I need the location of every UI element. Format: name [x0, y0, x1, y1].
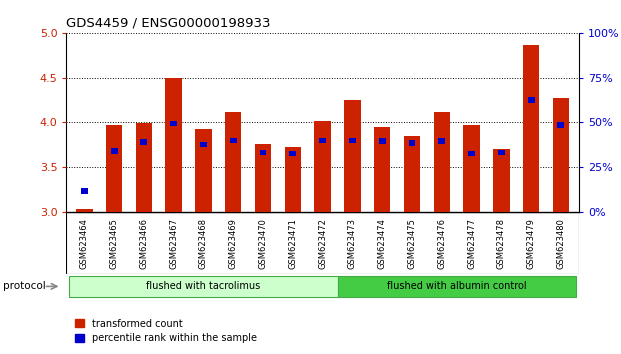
Text: GSM623469: GSM623469 — [229, 218, 238, 269]
Bar — [111, 148, 117, 154]
Text: GSM623474: GSM623474 — [378, 218, 387, 269]
FancyBboxPatch shape — [337, 276, 576, 297]
Text: GSM623477: GSM623477 — [467, 218, 476, 269]
Bar — [195, 130, 212, 212]
Bar — [553, 98, 569, 212]
Bar — [136, 123, 152, 212]
Bar — [165, 78, 182, 212]
Bar — [523, 45, 539, 212]
Text: flushed with tacrolimus: flushed with tacrolimus — [147, 281, 261, 291]
Bar — [558, 122, 564, 128]
Bar — [170, 120, 177, 126]
Bar — [106, 125, 122, 212]
Text: GSM623473: GSM623473 — [348, 218, 357, 269]
Text: GSM623471: GSM623471 — [288, 218, 297, 269]
Bar — [76, 209, 93, 212]
Bar — [255, 144, 271, 212]
Bar — [468, 151, 475, 156]
Bar — [344, 100, 361, 212]
Bar — [374, 127, 391, 212]
Text: GDS4459 / ENSG00000198933: GDS4459 / ENSG00000198933 — [66, 16, 271, 29]
Text: GSM623475: GSM623475 — [407, 218, 417, 269]
Text: GSM623464: GSM623464 — [80, 218, 89, 269]
Bar — [409, 140, 415, 145]
Bar — [528, 97, 535, 103]
Text: GSM623476: GSM623476 — [437, 218, 446, 269]
Bar — [463, 125, 480, 212]
Text: GSM623468: GSM623468 — [199, 218, 208, 269]
Text: protocol: protocol — [3, 281, 46, 291]
Bar — [200, 142, 207, 147]
Bar — [230, 137, 237, 143]
Bar — [493, 149, 509, 212]
Text: GSM623467: GSM623467 — [169, 218, 178, 269]
Text: flushed with albumin control: flushed with albumin control — [387, 281, 527, 291]
Bar — [284, 147, 301, 212]
Text: GSM623470: GSM623470 — [258, 218, 268, 269]
Bar — [433, 112, 450, 212]
Bar — [438, 138, 445, 144]
Bar — [314, 121, 331, 212]
Text: GSM623479: GSM623479 — [527, 218, 536, 269]
Bar — [498, 150, 505, 155]
Bar — [404, 136, 420, 212]
Text: GSM623466: GSM623466 — [139, 218, 148, 269]
Text: GSM623478: GSM623478 — [497, 218, 506, 269]
Bar — [260, 150, 266, 155]
Bar — [81, 188, 88, 194]
Bar — [319, 137, 326, 143]
Bar — [140, 139, 147, 145]
Text: GSM623465: GSM623465 — [109, 218, 119, 269]
Text: GSM623472: GSM623472 — [318, 218, 327, 269]
Bar — [225, 112, 242, 212]
Legend: transformed count, percentile rank within the sample: transformed count, percentile rank withi… — [71, 315, 261, 347]
Bar — [289, 151, 296, 156]
Text: GSM623480: GSM623480 — [556, 218, 565, 269]
Bar — [349, 137, 356, 143]
Bar — [379, 138, 386, 144]
FancyBboxPatch shape — [70, 276, 337, 297]
